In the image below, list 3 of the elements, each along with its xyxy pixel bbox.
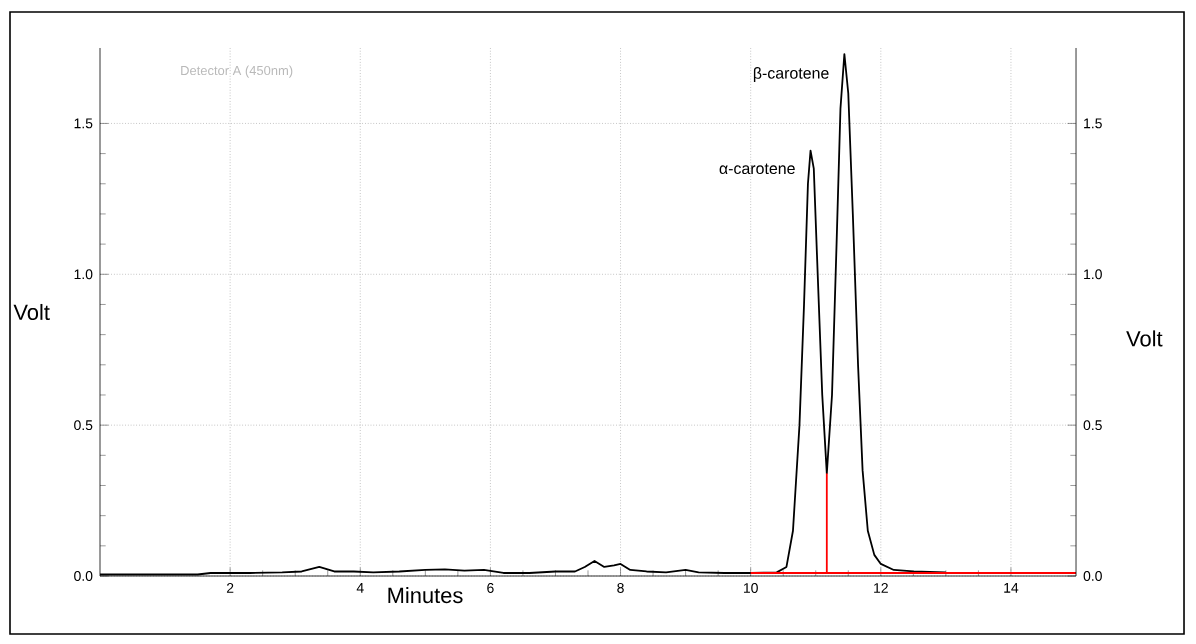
x-axis-title: Minutes — [388, 587, 463, 604]
y2-axis-title: Volt — [1126, 330, 1163, 347]
y-axis-title: Volt — [13, 303, 50, 321]
